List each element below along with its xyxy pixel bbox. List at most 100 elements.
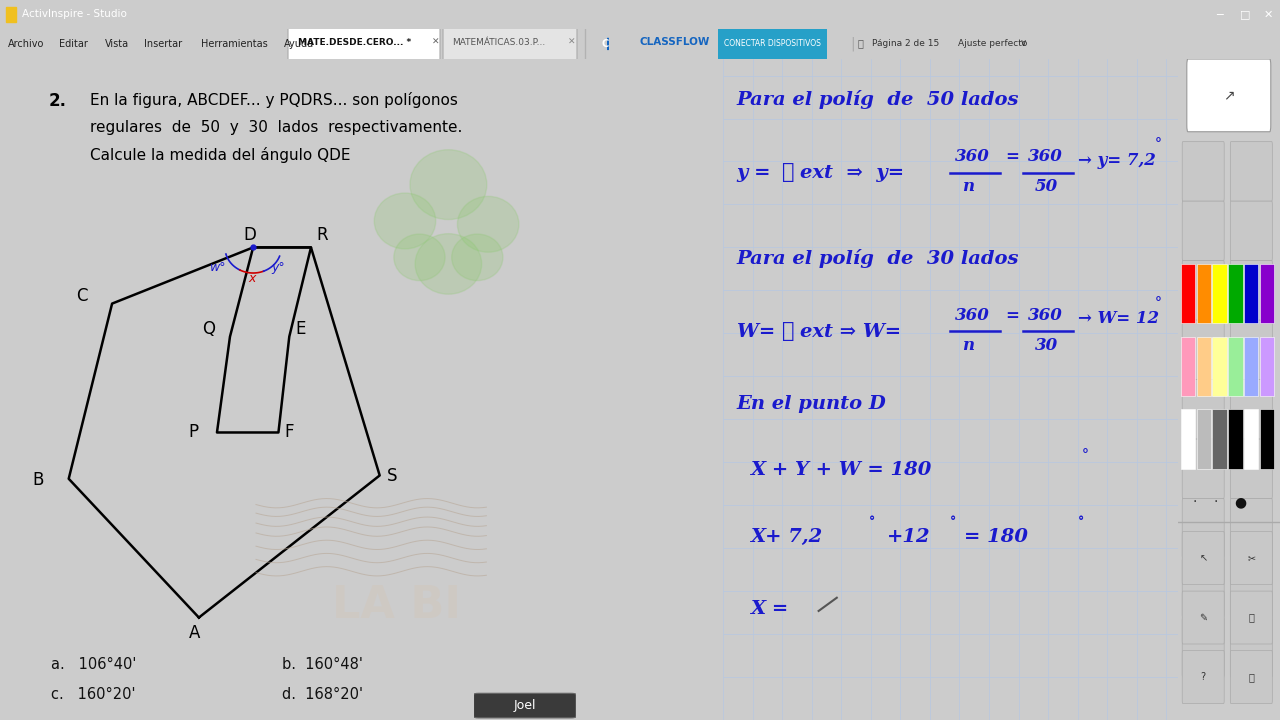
- Text: ∢: ∢: [782, 320, 795, 341]
- Text: F: F: [285, 423, 294, 441]
- Text: =: =: [1005, 148, 1019, 166]
- Text: regulares  de  50  y  30  lados  respectivamente.: regulares de 50 y 30 lados respectivamen…: [90, 120, 462, 135]
- Circle shape: [452, 234, 503, 281]
- Text: °: °: [1078, 515, 1084, 528]
- Bar: [1260, 264, 1275, 323]
- Text: Para el políg  de  50 lados: Para el políg de 50 lados: [737, 90, 1019, 109]
- Text: D: D: [243, 226, 256, 244]
- Bar: [1212, 264, 1226, 323]
- FancyBboxPatch shape: [1230, 498, 1272, 558]
- Text: a.   106°40': a. 106°40': [51, 657, 137, 672]
- FancyBboxPatch shape: [1183, 142, 1224, 201]
- Text: °: °: [869, 515, 874, 528]
- Circle shape: [457, 197, 518, 252]
- FancyBboxPatch shape: [1187, 59, 1271, 132]
- Text: ↗: ↗: [1222, 89, 1235, 102]
- Bar: [1197, 264, 1211, 323]
- Text: 50: 50: [1034, 179, 1057, 195]
- Text: ↖: ↖: [1199, 553, 1207, 563]
- Text: ∢: ∢: [782, 162, 795, 182]
- Bar: [1197, 337, 1211, 396]
- Text: X =: X =: [750, 600, 788, 618]
- Text: ext ⇒ W=: ext ⇒ W=: [800, 323, 901, 341]
- Bar: [1229, 264, 1243, 323]
- Text: 🔒: 🔒: [1248, 672, 1254, 682]
- Text: B: B: [33, 471, 45, 489]
- Text: C: C: [77, 287, 88, 305]
- Text: y°: y°: [271, 261, 284, 274]
- Text: CONECTAR DISPOSITIVOS: CONECTAR DISPOSITIVOS: [723, 39, 820, 48]
- Text: Para el políg  de  30 lados: Para el políg de 30 lados: [737, 249, 1019, 268]
- Bar: [1197, 410, 1211, 469]
- FancyBboxPatch shape: [1183, 201, 1224, 261]
- Text: LA BI: LA BI: [333, 585, 461, 627]
- Bar: [1244, 264, 1258, 323]
- Text: Insertar: Insertar: [143, 39, 182, 49]
- Text: Archivo: Archivo: [8, 39, 45, 49]
- FancyBboxPatch shape: [1230, 531, 1272, 585]
- Text: Herramientas: Herramientas: [201, 39, 268, 49]
- FancyBboxPatch shape: [1230, 142, 1272, 201]
- Text: ✕: ✕: [568, 38, 576, 47]
- FancyBboxPatch shape: [1230, 591, 1272, 644]
- FancyBboxPatch shape: [1183, 261, 1224, 320]
- Text: b.  160°48': b. 160°48': [282, 657, 362, 672]
- Text: ext  ⇒  y=: ext ⇒ y=: [800, 164, 905, 182]
- FancyBboxPatch shape: [1183, 651, 1224, 703]
- Text: Ajuste perfecto: Ajuste perfecto: [957, 39, 1028, 48]
- FancyBboxPatch shape: [1183, 618, 1224, 677]
- Text: X+ 7,2: X+ 7,2: [750, 528, 823, 546]
- Text: R: R: [316, 226, 328, 244]
- FancyBboxPatch shape: [1230, 439, 1272, 498]
- FancyBboxPatch shape: [1230, 618, 1272, 677]
- Text: ·: ·: [1213, 495, 1217, 509]
- Text: ✕: ✕: [433, 38, 439, 47]
- Bar: [6, 7, 15, 22]
- Text: x: x: [248, 272, 256, 285]
- Text: A: A: [188, 624, 200, 642]
- Text: Vista: Vista: [105, 39, 129, 49]
- FancyBboxPatch shape: [1183, 531, 1224, 585]
- Bar: [1244, 410, 1258, 469]
- FancyBboxPatch shape: [1183, 379, 1224, 439]
- Text: En la figura, ABCDEF... y PQDRS... son polígonos: En la figura, ABCDEF... y PQDRS... son p…: [90, 91, 457, 107]
- Text: d.  168°20': d. 168°20': [282, 687, 362, 702]
- Text: w°: w°: [210, 261, 227, 274]
- FancyBboxPatch shape: [1183, 591, 1224, 644]
- Bar: [1212, 410, 1226, 469]
- Bar: [1244, 337, 1258, 396]
- Bar: [1180, 410, 1196, 469]
- Text: En el punto D: En el punto D: [737, 395, 887, 413]
- FancyBboxPatch shape: [1230, 320, 1272, 379]
- Text: Ayuda: Ayuda: [284, 39, 314, 49]
- Text: ?: ?: [1201, 672, 1206, 682]
- Text: 360: 360: [955, 148, 989, 166]
- Text: MATEMÁTICAS.03.P...: MATEMÁTICAS.03.P...: [452, 38, 545, 47]
- Bar: [1180, 337, 1196, 396]
- Bar: [1260, 337, 1275, 396]
- Text: n: n: [961, 337, 974, 354]
- Text: 📷: 📷: [1248, 613, 1254, 623]
- Text: 📄: 📄: [858, 38, 864, 48]
- Text: |: |: [850, 36, 855, 50]
- Text: Calcule la medida del ángulo QDE: Calcule la medida del ángulo QDE: [90, 148, 351, 163]
- Text: °: °: [1082, 448, 1089, 462]
- Text: 360: 360: [1028, 307, 1062, 324]
- Text: Q: Q: [202, 320, 215, 338]
- Text: ●: ●: [1234, 495, 1245, 509]
- Text: 2.: 2.: [49, 91, 67, 109]
- Text: °: °: [1155, 296, 1162, 310]
- Text: n: n: [961, 179, 974, 195]
- FancyBboxPatch shape: [1230, 558, 1272, 618]
- Text: = 180: = 180: [964, 528, 1028, 546]
- Text: =: =: [1005, 307, 1019, 324]
- FancyBboxPatch shape: [443, 0, 577, 118]
- FancyBboxPatch shape: [1230, 201, 1272, 261]
- FancyBboxPatch shape: [474, 693, 576, 718]
- Text: E: E: [296, 320, 306, 338]
- FancyBboxPatch shape: [1183, 558, 1224, 618]
- Text: ∨: ∨: [1020, 38, 1027, 48]
- Text: C: C: [602, 39, 608, 49]
- Circle shape: [374, 193, 435, 249]
- Text: 360: 360: [955, 307, 989, 324]
